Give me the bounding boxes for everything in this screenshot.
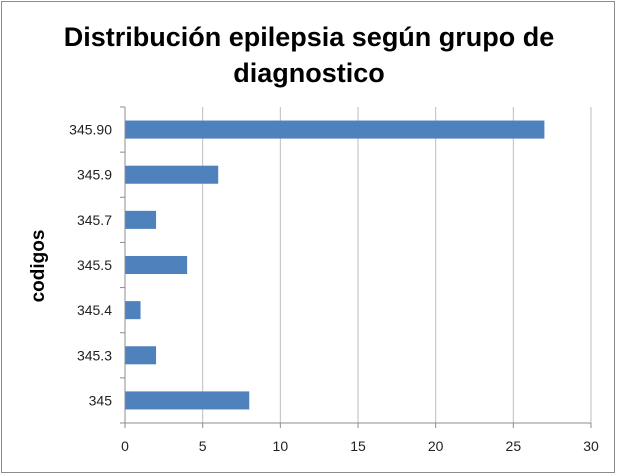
y-tick-label-345.9: 345.9 xyxy=(77,167,112,183)
y-tick-label-345.4: 345.4 xyxy=(77,302,112,318)
y-tick-label-345.5: 345.5 xyxy=(77,257,112,273)
bar-345.7 xyxy=(125,210,157,229)
bar-345.90 xyxy=(125,120,545,139)
bar-345.5 xyxy=(125,255,188,275)
bar-345.9 xyxy=(125,165,219,184)
bars xyxy=(125,120,545,410)
y-tick-label-345.90: 345.90 xyxy=(69,122,112,138)
x-tick-label-30: 30 xyxy=(583,438,599,454)
y-tick-labels: 345.90 345.9 345.7 345.5 345.4 345.3 345 xyxy=(69,122,112,409)
x-tick-label-5: 5 xyxy=(199,438,207,454)
axes xyxy=(120,106,592,428)
chart-title-line-2: diagnostico xyxy=(233,58,385,88)
x-tick-label-25: 25 xyxy=(506,438,522,454)
x-tick-label-20: 20 xyxy=(428,438,444,454)
y-tick-label-345.7: 345.7 xyxy=(77,212,112,228)
bar-345.3 xyxy=(125,346,157,365)
x-tick-label-10: 10 xyxy=(273,438,289,454)
chart-title-line-1: Distribución epilepsia según grupo de xyxy=(64,22,555,52)
gridlines xyxy=(202,107,592,423)
x-tick-label-15: 15 xyxy=(350,438,366,454)
bar-345.4 xyxy=(125,301,141,320)
y-axis-label: codigos xyxy=(28,230,49,303)
y-tick-label-345: 345 xyxy=(89,392,113,408)
x-tick-labels: 0 5 10 15 20 25 30 xyxy=(121,438,599,454)
y-tick-label-345.3: 345.3 xyxy=(77,347,112,363)
bar-345 xyxy=(125,391,250,410)
x-tick-label-0: 0 xyxy=(121,438,129,454)
